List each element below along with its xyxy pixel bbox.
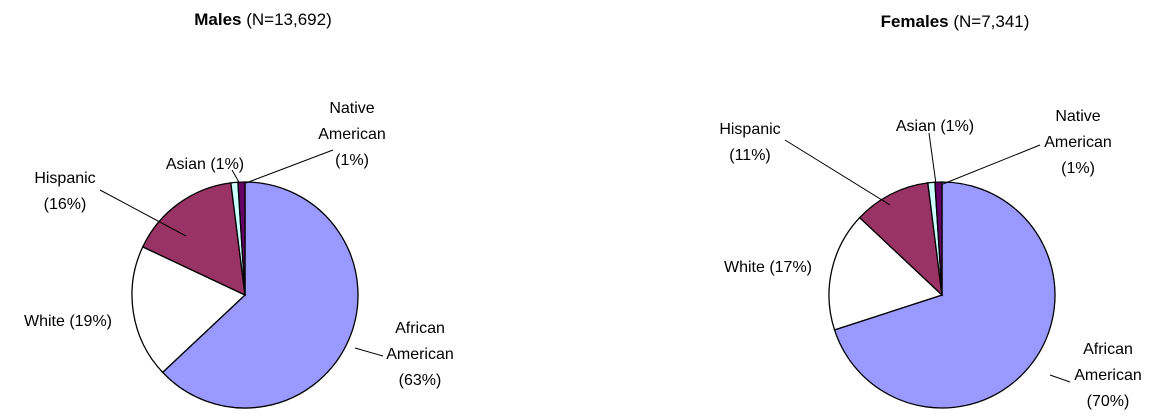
slice-label: African American (70%) [1068,337,1148,415]
subtitle-text: (N=7,341) [953,12,1030,31]
leader-line [942,144,1041,185]
value-label: (16%) [43,196,87,213]
category-label: Native American [1044,108,1112,151]
slice-label: White (17%) [708,255,828,281]
chart-title: Males (N=13,692) [194,10,332,30]
slice-label: African American (63%) [380,316,460,394]
subtitle-text: (N=13,692) [246,10,332,29]
value-label: (11%) [729,147,771,164]
value-label: (1%) [940,118,975,135]
title-text: Females [880,12,949,31]
leader-line [928,132,937,185]
slice-label: Hispanic (16%) [30,166,100,218]
category-label: Native American [318,100,386,143]
pie-slice [828,216,944,331]
category-label: Hispanic [34,170,96,187]
slice-label: Asian (1%) [890,114,980,140]
leader-line [784,139,891,206]
title-text: Males [194,10,242,29]
pie-slice [934,181,943,296]
category-label: Asian [895,118,936,135]
value-label: (1%) [1061,160,1095,177]
leader-line [99,189,187,237]
value-label: (1%) [210,156,245,173]
pie-slice [833,181,1056,409]
leader-line [245,149,334,184]
category-label: African American [1074,341,1142,384]
pie-slice [858,182,943,297]
value-label: (70%) [1086,393,1130,410]
pie-slice [131,246,247,374]
leader-line [354,347,384,357]
category-label: Asian [165,156,206,173]
leader-line [1049,374,1071,383]
pie-slice [161,181,359,409]
slice-label: Native American (1%) [312,96,392,174]
slice-label: Native American (1%) [1038,104,1118,182]
slice-label: Asian (1%) [160,152,250,178]
value-label: (17%) [769,259,813,276]
category-label: Hispanic [719,121,781,138]
value-label: (19%) [69,313,113,330]
value-label: (1%) [335,152,369,169]
category-label: White [723,259,765,276]
category-label: White [23,313,65,330]
slice-label: White (19%) [8,309,128,335]
value-label: (63%) [398,372,442,389]
pie-slice [141,182,246,297]
chart-title: Females (N=7,341) [881,12,1030,32]
slice-label: Hispanic (11%) [715,117,785,169]
pie-slice [237,181,246,296]
category-label: African American [386,320,454,363]
